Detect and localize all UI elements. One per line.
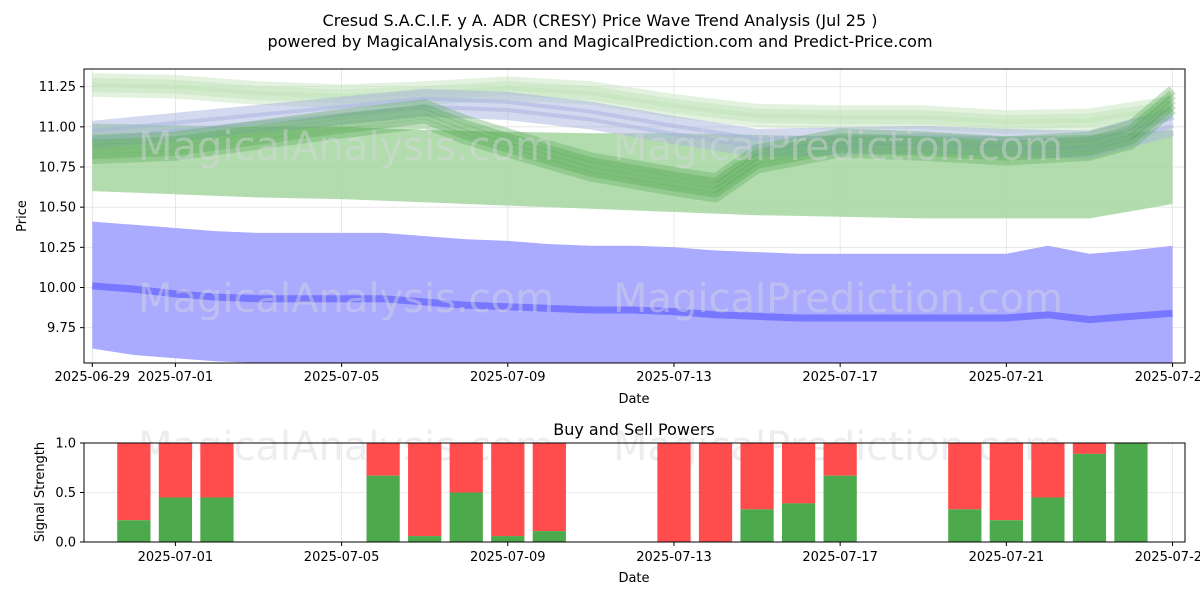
blue-gray-wave-line [91, 104, 1175, 159]
sell-bar [989, 443, 1023, 521]
buy-bar [491, 536, 525, 542]
chart-subtitle: powered by MagicalAnalysis.com and Magic… [267, 32, 932, 51]
price-y-tick-label: 10.25 [39, 241, 76, 256]
price-x-label: Date [618, 392, 649, 407]
green-wave-line [92, 86, 1176, 184]
sell-bar [781, 443, 816, 504]
power-y-tick-label: 0.5 [55, 486, 76, 501]
price-y-label: Price [15, 200, 30, 232]
sell-bar [948, 443, 982, 510]
price-x-tick-label: 2025-06-29 [55, 370, 131, 385]
price-y-tick-label: 11.25 [39, 80, 76, 95]
sell-bar [200, 443, 234, 498]
sell-bar [158, 443, 193, 498]
price-x-tick-label: 2025-07-05 [304, 370, 380, 385]
buy-bar [449, 492, 483, 542]
price-x-tick-label: 2025-07-21 [969, 370, 1045, 385]
blue-gray-wave-line [91, 96, 1175, 151]
power-x-tick-label: 2025-07-21 [969, 550, 1045, 565]
buy-bar [117, 520, 151, 542]
sell-bar [449, 443, 483, 493]
watermark-prediction: MagicalPrediction.com [613, 124, 1063, 170]
green-wave-line [92, 100, 1176, 198]
sell-bar [532, 443, 566, 532]
price-y-tick-label: 11.00 [39, 120, 76, 135]
price-x-tick-label: 2025-07-01 [138, 370, 214, 385]
forecast-band [92, 221, 1173, 363]
power-bars [117, 443, 1148, 542]
power-y-tick-label: 0.0 [55, 536, 76, 551]
buy-bar [1114, 443, 1148, 542]
price-y-tick-label: 10.00 [39, 281, 76, 296]
buy-bar [1031, 497, 1065, 542]
sell-bar [1031, 443, 1065, 498]
power-title: Buy and Sell Powers [553, 420, 715, 439]
power-panel: Buy and Sell Powers MagicalAnalysis.com … [33, 420, 1200, 586]
price-panel: MagicalAnalysis.com MagicalPrediction.co… [15, 68, 1200, 407]
buy-bar [948, 509, 982, 542]
power-x-tick-label: 2025-07-13 [636, 550, 712, 565]
power-x-tick-label: 2025-07-09 [470, 550, 546, 565]
price-y-tick-label: 10.50 [39, 201, 76, 216]
power-x-tick-label: 2025-07-01 [138, 550, 214, 565]
watermark-prediction-2: MagicalPrediction.com [613, 276, 1063, 322]
sell-bar [491, 443, 525, 537]
buy-bar [989, 520, 1023, 542]
buy-bar [408, 536, 442, 542]
power-x-label: Date [618, 571, 649, 586]
price-x-tick-label: 2025-07-25 [1135, 370, 1200, 385]
sell-bar [408, 443, 442, 537]
sell-bar [366, 443, 400, 476]
buy-bar [158, 497, 193, 542]
price-ticks: 2025-06-29 2025-07-01 2025-07-05 2025-07-09… [39, 80, 1200, 385]
light-green-wave-line [92, 82, 1174, 134]
sell-bar [117, 443, 151, 521]
buy-bar [532, 531, 566, 542]
buy-bar [740, 509, 774, 542]
price-axes-frame [83, 68, 1186, 364]
buy-bar [200, 497, 234, 542]
green-wave-line [92, 105, 1176, 203]
power-x-tick-label: 2025-07-17 [802, 550, 878, 565]
price-x-tick-label: 2025-07-13 [636, 370, 712, 385]
buy-bar [823, 475, 857, 542]
buy-bar [781, 503, 816, 542]
power-y-label: Signal Strength [33, 442, 48, 542]
power-ticks: 2025-07-01 2025-07-05 2025-07-09 2025-07-13… [55, 437, 1200, 566]
watermark-analysis: MagicalAnalysis.com [138, 124, 554, 170]
watermark-analysis-2: MagicalAnalysis.com [138, 276, 554, 322]
sell-bar [657, 443, 691, 542]
price-y-tick-label: 9.75 [47, 321, 76, 336]
chart-title: Cresud S.A.C.I.F. y A. ADR (CRESY) Price… [323, 11, 878, 30]
light-green-wave-line [92, 78, 1174, 129]
power-x-tick-label: 2025-07-25 [1135, 550, 1200, 565]
green-wave-line [92, 95, 1176, 193]
price-x-tick-label: 2025-07-09 [470, 370, 546, 385]
sell-bar [698, 443, 733, 542]
sell-bar [740, 443, 774, 510]
price-series [91, 73, 1176, 363]
green-wave-line [92, 90, 1176, 189]
price-y-tick-label: 10.75 [39, 161, 76, 176]
light-green-wave-line [92, 73, 1174, 125]
sell-bar [823, 443, 857, 476]
price-x-tick-label: 2025-07-17 [802, 370, 878, 385]
power-y-tick-label: 1.0 [55, 437, 76, 452]
buy-bar [1072, 453, 1107, 542]
forecast-line [92, 282, 1173, 324]
power-x-tick-label: 2025-07-05 [304, 550, 380, 565]
sell-bar [1072, 443, 1107, 454]
blue-gray-wave-line [91, 88, 1175, 143]
buy-bar [366, 475, 400, 542]
